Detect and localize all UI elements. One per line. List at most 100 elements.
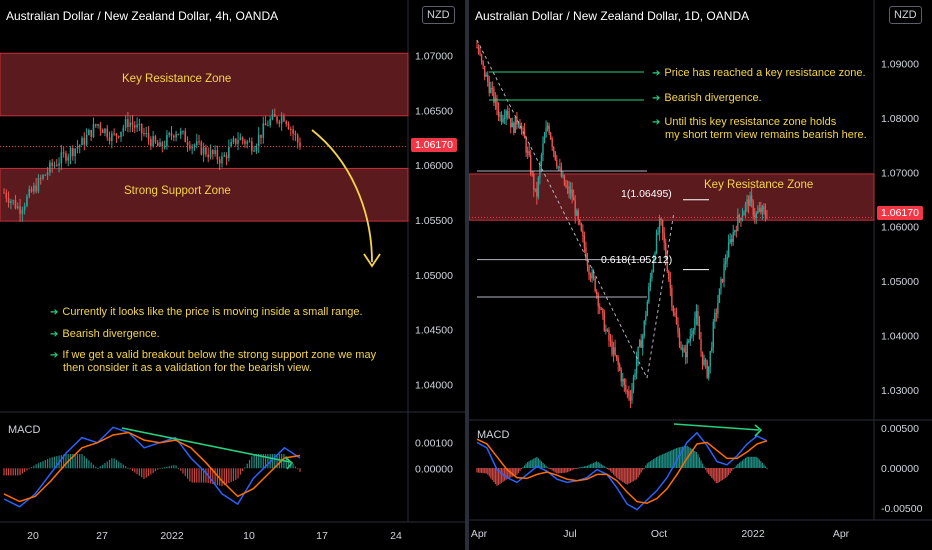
time-tick-label: 24 (390, 530, 402, 542)
macd-histogram-bar (513, 468, 515, 477)
macd-histogram-bar (612, 468, 615, 475)
candle-body (680, 346, 682, 350)
macd-histogram-bar (242, 468, 244, 472)
macd-histogram-bar (74, 453, 76, 469)
macd-histogram-bar (271, 453, 274, 469)
macd-histogram-bar (680, 446, 682, 468)
macd-tick-label: 0.00000 (415, 463, 453, 475)
candle-body (85, 135, 88, 145)
candle-body (131, 122, 134, 126)
left-note-1: ➔ Currently it looks like the price is mo… (50, 306, 363, 319)
candle-body (124, 119, 127, 128)
macd-histogram-bar (97, 467, 99, 469)
candle-body (51, 162, 53, 167)
macd-histogram-bar (255, 453, 258, 469)
macd-histogram-bar (92, 464, 95, 469)
macd-histogram-bar (701, 463, 704, 468)
left-currency-badge[interactable]: NZD (422, 6, 455, 24)
candle-body (92, 124, 95, 137)
macd-histogram-bar (235, 468, 237, 480)
macd-histogram-bar (143, 468, 145, 479)
time-tick-label: 10 (243, 530, 255, 542)
macd-histogram-bar (3, 468, 5, 476)
candle-body (563, 175, 566, 186)
candle-body (273, 114, 276, 117)
candle-body (602, 308, 604, 314)
candle-body (660, 218, 662, 220)
candle-body (754, 215, 756, 218)
candle-body (689, 335, 691, 342)
macd-histogram-bar (648, 462, 650, 468)
time-tick-label: Oct (651, 528, 667, 540)
macd-histogram-bar (177, 468, 179, 470)
candle-body (483, 65, 486, 77)
macd-histogram-bar (758, 459, 760, 468)
left-chart-panel[interactable]: 1.07000 1.06500 1.06000 1.05500 1.05000 1.045… (0, 0, 465, 550)
macd-histogram-bar (184, 468, 186, 477)
macd-histogram-bar (737, 463, 739, 468)
macd-histogram-bar (519, 468, 521, 472)
candle-body (663, 233, 665, 243)
candle-body (241, 137, 244, 141)
projection-arrow (311, 129, 373, 263)
macd-histogram-bar (51, 457, 53, 469)
candle-body (522, 128, 524, 130)
candle-body (594, 278, 596, 292)
price-tick-label: 1.04500 (415, 325, 453, 337)
note-arrow-icon: ➔ (50, 350, 59, 361)
candle-body (706, 361, 708, 378)
candle-body (163, 146, 166, 148)
macd-histogram-bar (203, 468, 205, 483)
candle-body (195, 141, 198, 146)
candle-body (290, 128, 292, 130)
candle-body (727, 242, 730, 257)
macd-histogram-bar (7, 468, 10, 476)
macd-histogram-bar (223, 468, 225, 486)
macd-histogram-bar (481, 468, 483, 473)
right-note-3: ➔ Until this key resistance zone holds my … (652, 116, 867, 142)
macd-histogram-bar (246, 463, 248, 469)
right-currency-badge[interactable]: NZD (889, 6, 922, 24)
macd-histogram-bar (60, 455, 62, 469)
macd-histogram-bar (522, 467, 524, 469)
candle-body (634, 373, 636, 377)
macd-histogram-bar (723, 468, 725, 479)
macd-histogram-bar (514, 468, 516, 476)
macd-histogram-bar (640, 468, 642, 473)
macd-histogram-bar (113, 458, 115, 469)
candle-body (618, 364, 621, 370)
macd-histogram-bar (10, 468, 12, 476)
candle-body (698, 324, 701, 340)
left-chart-canvas[interactable]: 1.07000 1.06500 1.06000 1.05500 1.05000 1.045… (0, 0, 465, 550)
macd-histogram-bar (576, 468, 578, 469)
macd-histogram-bar (14, 468, 17, 476)
candle-body (230, 142, 232, 147)
right-chart-canvas[interactable]: 1.09000 1.08000 1.07000 1.06000 1.05000 1.040… (469, 0, 932, 550)
candle-body (675, 315, 678, 324)
candle-body (296, 135, 299, 143)
candle-body (193, 145, 196, 147)
macd-histogram-bar (536, 456, 538, 468)
macd-histogram-bar (108, 459, 111, 469)
panel-divider[interactable] (465, 0, 469, 550)
macd-histogram-bar (669, 450, 671, 468)
macd-histogram-bar (734, 467, 736, 469)
right-chart-panel[interactable]: 1.09000 1.08000 1.07000 1.06000 1.05000 1.040… (469, 0, 932, 550)
macd-histogram-bar (168, 466, 170, 469)
macd-divergence-line (673, 423, 760, 431)
candle-body (734, 230, 736, 233)
candle-body (657, 232, 659, 234)
candle-body (612, 347, 615, 355)
macd-histogram-bar (545, 465, 547, 468)
macd-histogram-bar (580, 467, 582, 469)
macd-histogram-bar (631, 468, 633, 483)
candle-body (701, 351, 704, 365)
candle-body (26, 196, 28, 206)
macd-histogram-bar (542, 462, 544, 468)
candle-body (177, 133, 180, 135)
candle-body (565, 185, 567, 187)
macd-histogram-bar (186, 468, 189, 479)
macd-histogram-bar (706, 468, 708, 473)
candle-body (97, 124, 99, 126)
time-tick-label: Apr (471, 528, 488, 540)
